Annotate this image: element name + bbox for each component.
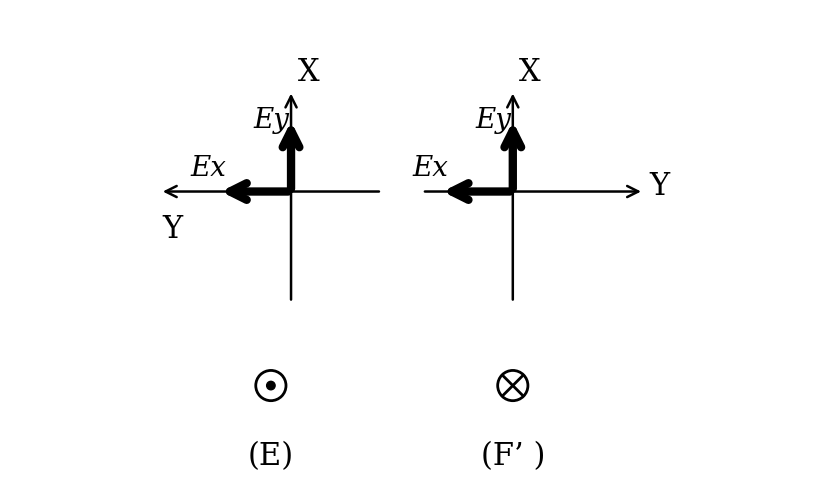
Text: Ey: Ey: [475, 107, 511, 135]
Text: (E): (E): [248, 441, 294, 472]
Circle shape: [267, 382, 275, 390]
Text: (F’ ): (F’ ): [480, 441, 545, 472]
Text: Y: Y: [648, 171, 669, 202]
Text: Ex: Ex: [412, 155, 448, 182]
Text: Ey: Ey: [253, 107, 289, 135]
Text: X: X: [519, 57, 541, 88]
Text: Y: Y: [162, 214, 183, 245]
Text: Ex: Ex: [190, 155, 226, 182]
Text: X: X: [297, 57, 319, 88]
